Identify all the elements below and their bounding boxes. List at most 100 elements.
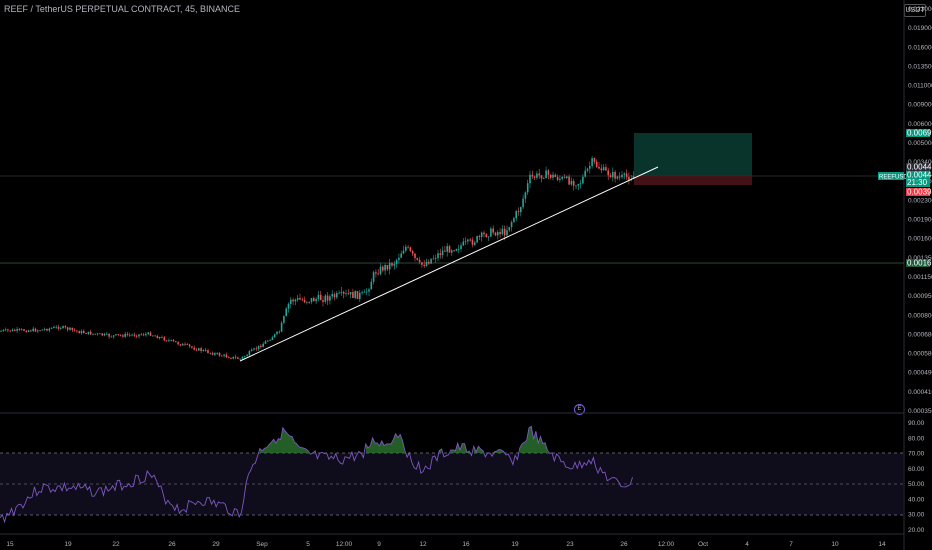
- candle-body: [618, 176, 621, 178]
- rsi-overbought-fill: [519, 426, 548, 453]
- event-marker-icon[interactable]: E: [574, 404, 585, 415]
- candle-body: [267, 340, 269, 342]
- rsi-tick-label: 50.00: [908, 481, 925, 488]
- candle-body: [34, 328, 37, 332]
- candle-body: [126, 333, 129, 336]
- candle-body: [589, 165, 591, 169]
- candle-body: [561, 177, 563, 179]
- candle-body: [439, 253, 442, 256]
- candle-body: [372, 272, 375, 282]
- candle-body: [522, 198, 524, 208]
- candle-body: [331, 294, 333, 297]
- candle-body: [37, 330, 39, 332]
- candle-body: [570, 181, 573, 185]
- candle-body: [326, 295, 329, 301]
- candle-body: [591, 158, 593, 166]
- candle-body: [269, 340, 271, 341]
- symbol-label: REEFUSDTUP: [879, 175, 920, 181]
- candle-body: [78, 331, 80, 334]
- last-price-badge: [906, 171, 930, 187]
- time-axis[interactable]: 15 19 22 26 29 Sep 5 12:00 9 12 16 19 23 26 12:00 Oct 4 7…: [6, 541, 886, 548]
- candle-body: [432, 258, 435, 260]
- candle-body: [517, 211, 520, 213]
- candle-body: [444, 250, 446, 252]
- candle-body: [296, 298, 299, 300]
- candle-body: [319, 294, 322, 301]
- candle-body: [375, 272, 377, 274]
- candle-body: [122, 335, 124, 337]
- candle-body: [428, 261, 430, 264]
- candle-body: [234, 356, 237, 358]
- candle-body: [499, 232, 501, 235]
- candle-body: [140, 334, 143, 336]
- candle-body: [147, 332, 149, 335]
- candle-body: [595, 161, 598, 167]
- rsi-overbought-fills: [259, 426, 548, 453]
- candle-body: [340, 291, 343, 293]
- candle-body: [315, 299, 317, 302]
- time-tick-label: 15: [6, 541, 14, 548]
- candle-body: [398, 257, 400, 260]
- candle-body: [223, 354, 225, 356]
- candle-body: [421, 262, 423, 265]
- time-tick-label: 7: [789, 541, 793, 548]
- candle-body: [593, 158, 596, 162]
- candle-body: [453, 250, 455, 252]
- candle-body: [168, 340, 170, 342]
- candle-body: [241, 356, 244, 359]
- candle-body: [211, 352, 214, 355]
- candle-body: [112, 335, 115, 337]
- candle-body: [204, 350, 207, 351]
- candle-body: [556, 176, 559, 180]
- candle-body: [402, 250, 405, 254]
- candle-body: [124, 333, 126, 337]
- candle-body: [418, 259, 421, 263]
- candle-body: [9, 330, 11, 332]
- candle-body: [216, 352, 218, 354]
- symbol-header[interactable]: REEF / TetherUS PERPETUAL CONTRACT, 45, …: [4, 4, 241, 14]
- candle-body: [600, 168, 603, 171]
- candlestick-series: [0, 156, 635, 361]
- candle-body: [469, 239, 471, 241]
- candle-body: [4, 329, 7, 331]
- candle-body: [278, 331, 281, 333]
- candle-body: [460, 245, 462, 249]
- candle-body: [361, 291, 363, 293]
- candle-body: [524, 192, 527, 199]
- candle-body: [50, 328, 53, 329]
- candle-body: [46, 328, 48, 331]
- candle-body: [138, 334, 140, 337]
- candle-body: [506, 230, 508, 236]
- candle-body: [317, 294, 320, 300]
- candle-body: [57, 326, 60, 329]
- candle-body: [474, 242, 476, 245]
- candle-body: [632, 176, 635, 179]
- trend-line[interactable]: [239, 166, 659, 362]
- candle-body: [230, 358, 232, 359]
- candle-body: [609, 175, 612, 178]
- time-tick-label: Sep: [256, 541, 268, 548]
- candle-body: [283, 316, 285, 323]
- rsi-axis[interactable]: 90.00 80.00 70.00 60.00 50.00 40.00 30.00 20.00: [908, 420, 925, 534]
- candle-body: [181, 343, 184, 346]
- candle-body: [441, 250, 444, 256]
- candle-body: [276, 331, 278, 335]
- candle-body: [579, 183, 582, 185]
- candle-body: [20, 329, 23, 330]
- candle-body: [303, 299, 306, 303]
- position-stop-zone[interactable]: [634, 176, 752, 185]
- candle-body: [163, 337, 166, 341]
- time-tick-label: 26: [168, 541, 176, 548]
- candle-body: [605, 167, 607, 171]
- candle-body: [290, 299, 292, 304]
- candle-body: [92, 333, 94, 335]
- candle-body: [552, 174, 554, 178]
- candle-body: [250, 349, 253, 352]
